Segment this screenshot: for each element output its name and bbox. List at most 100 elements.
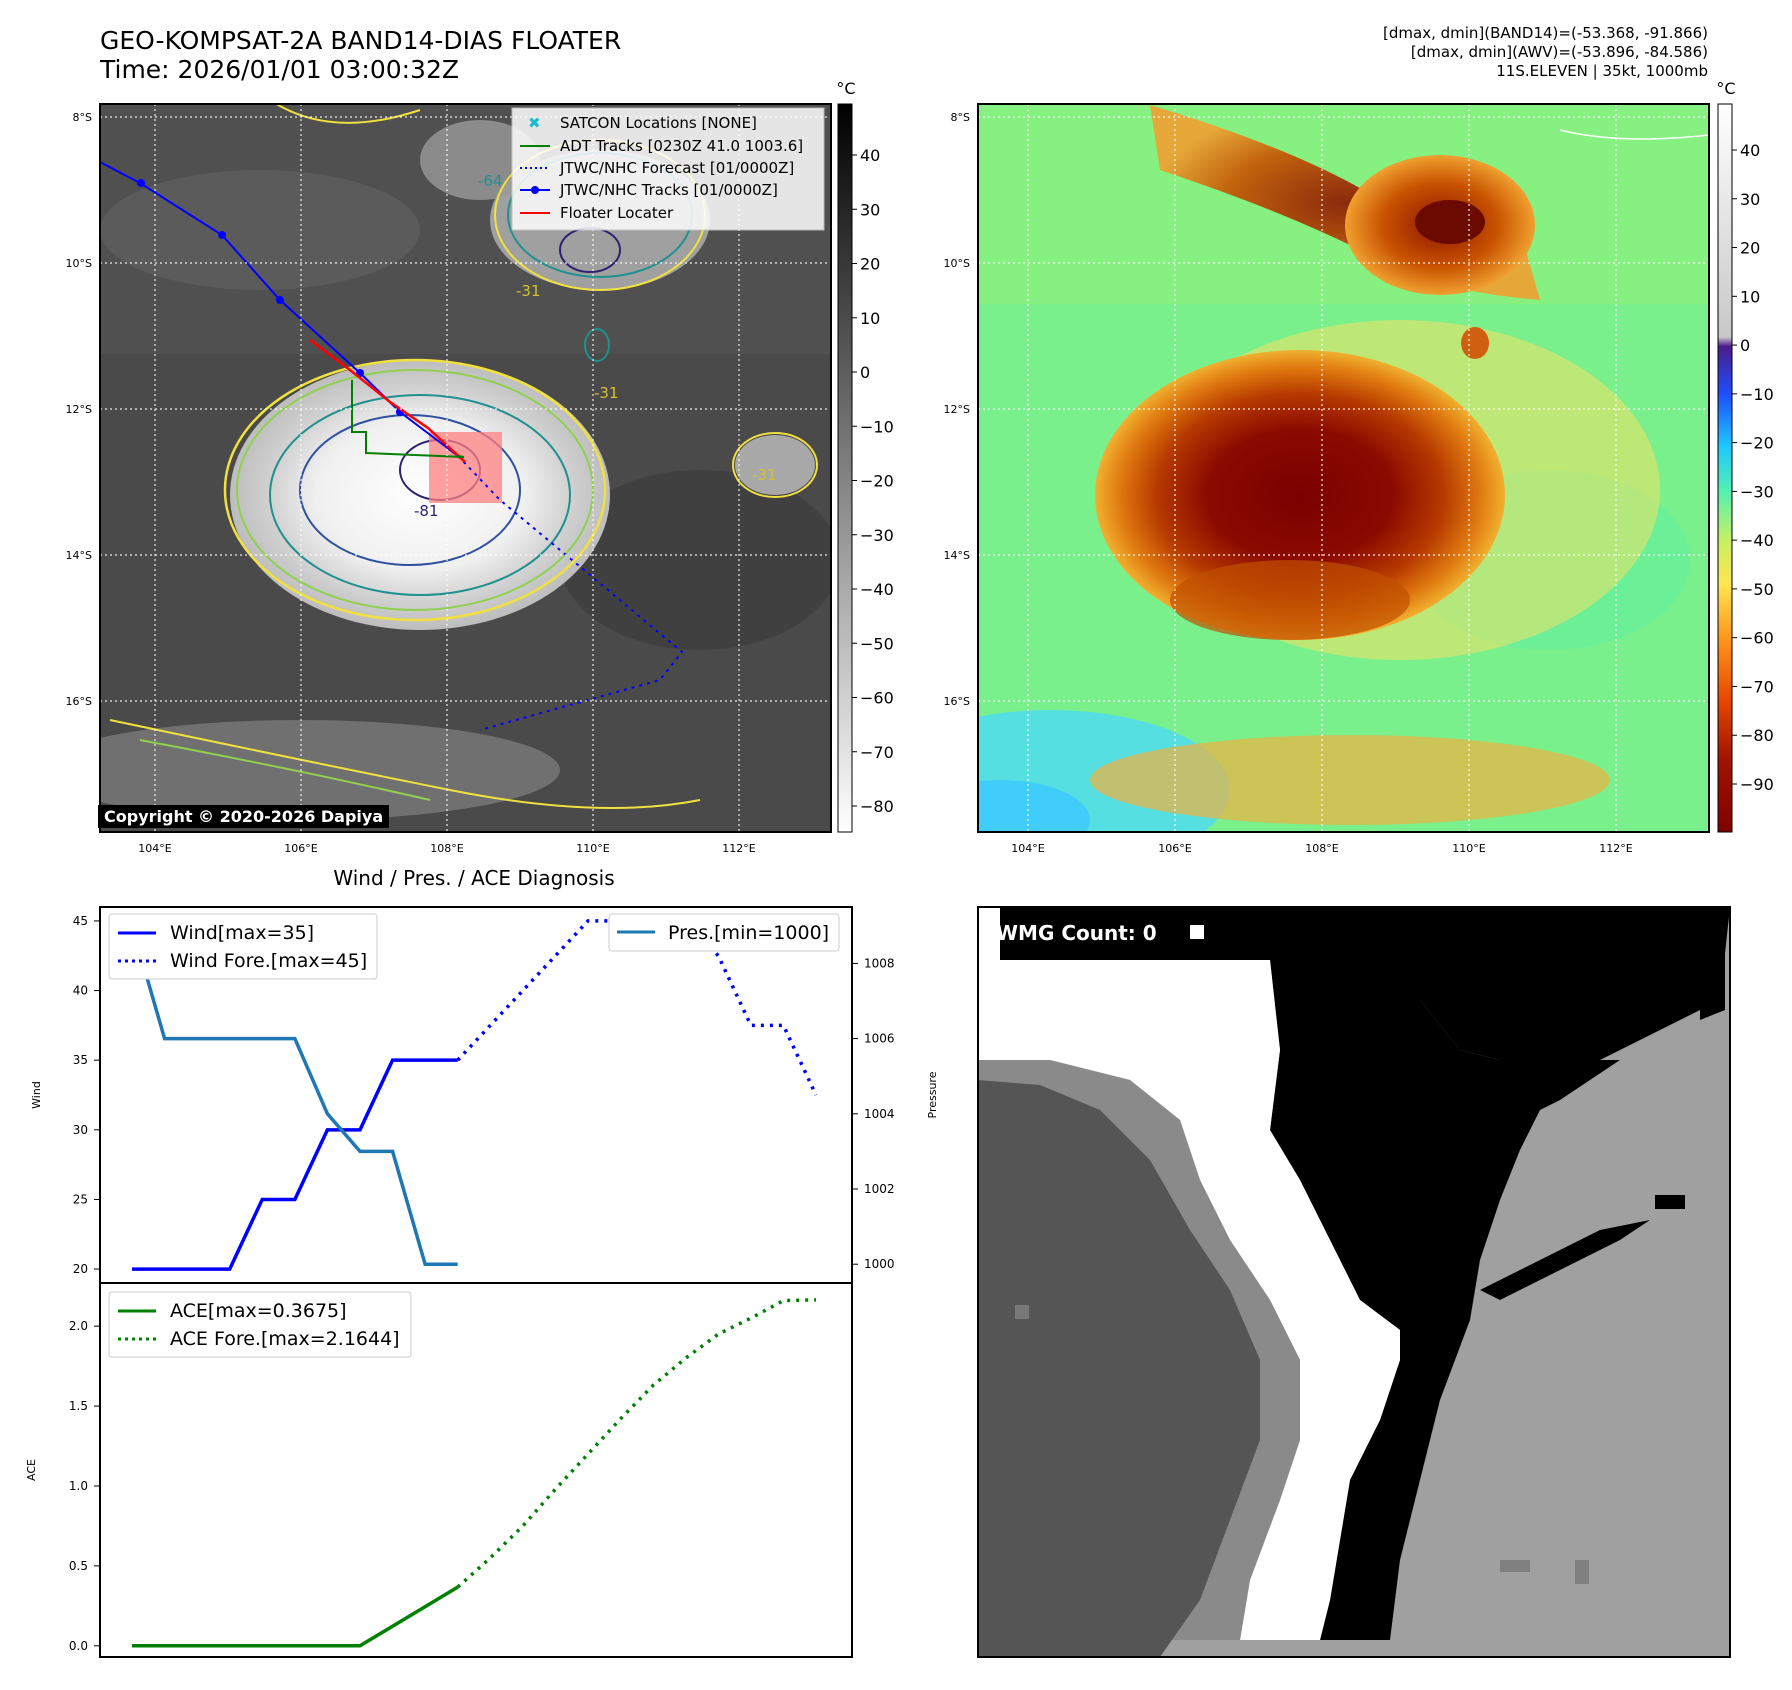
pressure-legend: Pres.[min=1000] <box>608 913 840 952</box>
figure-info: [dmax, dmin](BAND14)=(-53.368, -91.866) … <box>1383 24 1708 81</box>
legend-ace-fore: ACE Fore.[max=2.1644] <box>170 1328 400 1350</box>
pressure-axis-label: Pressure <box>926 1071 939 1118</box>
pressure-tick-label: 1002 <box>864 1182 895 1196</box>
wind-tick-label: 30 <box>73 1123 88 1137</box>
jtwc-forecast-line <box>457 455 684 731</box>
track-point <box>137 179 145 187</box>
legend-wind-fore: Wind Fore.[max=45] <box>170 950 367 972</box>
contour-label: -31 <box>594 384 619 402</box>
colorbar-tick-label: −90 <box>1740 775 1774 794</box>
pressure-tick-label: 1006 <box>864 1032 895 1046</box>
legend-ace: ACE[max=0.3675] <box>170 1300 347 1322</box>
pressure-tick-label: 1008 <box>864 956 895 970</box>
ace-tick-label: 1.5 <box>69 1399 88 1413</box>
map-gridlines <box>978 104 1709 832</box>
ace-tick-label: 0.5 <box>69 1559 88 1573</box>
wind-series-line <box>132 1058 458 1271</box>
contour-label: -81 <box>414 502 439 520</box>
colorbar-tick-label: 0 <box>1740 336 1750 355</box>
legend-floater: Floater Locater <box>560 204 674 222</box>
ace-series-line <box>132 1585 459 1648</box>
colorbar-color <box>1717 103 1733 833</box>
contour-label: -31 <box>516 282 541 300</box>
wind-legend: Wind[max=35] Wind Fore.[max=45] <box>108 913 378 980</box>
lon-label: 104°E <box>138 842 171 855</box>
colorbar-tick-label: 30 <box>1740 190 1760 209</box>
wmg-panel <box>977 906 1731 1658</box>
colorbar-gray <box>837 103 853 833</box>
lon-label: 112°E <box>1599 842 1632 855</box>
legend-adt: ADT Tracks [0230Z 41.0 1003.6] <box>560 137 803 155</box>
wmg-frame <box>977 906 1731 1658</box>
ace-legend: ACE[max=0.3675] ACE Fore.[max=2.1644] <box>108 1291 412 1358</box>
colorbar-tick-label: 10 <box>860 309 880 328</box>
wind-tick-label: 40 <box>73 984 88 998</box>
track-point <box>276 296 284 304</box>
colorbar-right-unit: °C <box>1716 79 1735 98</box>
colorbar-tick-label: −60 <box>860 689 894 708</box>
colorbar-tick-label: 10 <box>1740 287 1760 306</box>
colorbar-tick-label: −20 <box>1740 434 1774 453</box>
lon-label: 106°E <box>284 842 317 855</box>
colorbar-tick-label: −10 <box>860 417 894 436</box>
diagnosis-chart-panel: Wind / Pres. / ACE Diagnosis 20 25 30 35 40 4… <box>25 866 939 1658</box>
lat-label: 16°S <box>66 695 92 708</box>
color-map-frame <box>977 103 1710 833</box>
lat-label: 12°S <box>944 403 970 416</box>
lat-label: 12°S <box>66 403 92 416</box>
contour-label: -31 <box>752 466 777 484</box>
lat-label: 16°S <box>944 695 970 708</box>
colorbar-tick-label: 30 <box>860 200 880 219</box>
figure-title-line1: GEO-KOMPSAT-2A BAND14-DIAS FLOATER <box>100 26 622 55</box>
adt-track-line <box>351 380 465 458</box>
colorbar-tick-label: −80 <box>860 797 894 816</box>
colorbar-tick-label: 40 <box>1740 141 1760 160</box>
legend-wind: Wind[max=35] <box>170 922 314 944</box>
lat-label: 10°S <box>944 257 970 270</box>
ace-tick-label: 0.0 <box>69 1639 88 1653</box>
lat-label: 8°S <box>73 111 92 124</box>
chart-title: Wind / Pres. / ACE Diagnosis <box>333 866 614 890</box>
lon-label: 110°E <box>576 842 609 855</box>
wind-tick-label: 45 <box>73 914 88 928</box>
figure-title-line2: Time: 2026/01/01 03:00:32Z <box>100 55 459 84</box>
legend-satcon: SATCON Locations [NONE] <box>560 114 757 132</box>
ace-tick-label: 2.0 <box>69 1319 88 1333</box>
ir-map-frame <box>99 103 832 833</box>
lon-label: 104°E <box>1011 842 1044 855</box>
pressure-tick-label: 1004 <box>864 1107 895 1121</box>
colorbar-tick-label: 20 <box>1740 239 1760 258</box>
colorbar-tick-label: −30 <box>1740 482 1774 501</box>
colorbar-tick-label: −10 <box>1740 385 1774 404</box>
colorbar-tick-label: −50 <box>1740 580 1774 599</box>
colorbar-tick-label: −40 <box>860 580 894 599</box>
wind-tick-label: 25 <box>73 1192 88 1206</box>
wmg-count-label: WMG Count: 0 <box>996 921 1157 945</box>
info-line1: [dmax, dmin](BAND14)=(-53.368, -91.866) <box>1383 24 1708 42</box>
colorbar-tick-label: 0 <box>860 363 870 382</box>
info-line2: [dmax, dmin](AWV)=(-53.896, -84.586) <box>1410 43 1708 61</box>
colorbar-tick-label: −60 <box>1740 629 1774 648</box>
colorbar-tick-label: −40 <box>1740 531 1774 550</box>
legend-forecast: JTWC/NHC Forecast [01/0000Z] <box>559 159 794 177</box>
info-line3: 11S.ELEVEN | 35kt, 1000mb <box>1496 62 1708 80</box>
colorbar-tick-label: −70 <box>860 743 894 762</box>
lat-label: 14°S <box>944 549 970 562</box>
colorbar-tick-label: −20 <box>860 472 894 491</box>
lon-label: 112°E <box>722 842 755 855</box>
lon-label: 110°E <box>1452 842 1485 855</box>
contour-label: -64 <box>478 172 503 190</box>
map-legend: ✖ SATCON Locations [NONE] ADT Tracks [02… <box>511 107 825 231</box>
pressure-tick-label: 1000 <box>864 1257 895 1271</box>
lat-label: 10°S <box>66 257 92 270</box>
ir-map-panel: -64 -31 -31 -81 -31 <box>66 79 894 855</box>
track-point <box>218 231 226 239</box>
wind-tick-label: 35 <box>73 1053 88 1067</box>
ace-axis-label: ACE <box>25 1459 38 1481</box>
copyright-label: Copyright © 2020-2026 Dapiya <box>98 805 390 828</box>
colorbar-tick-label: 40 <box>860 146 880 165</box>
pressure-series-line <box>130 925 458 1266</box>
ace-tick-label: 1.0 <box>69 1479 88 1493</box>
lon-label: 108°E <box>430 842 463 855</box>
